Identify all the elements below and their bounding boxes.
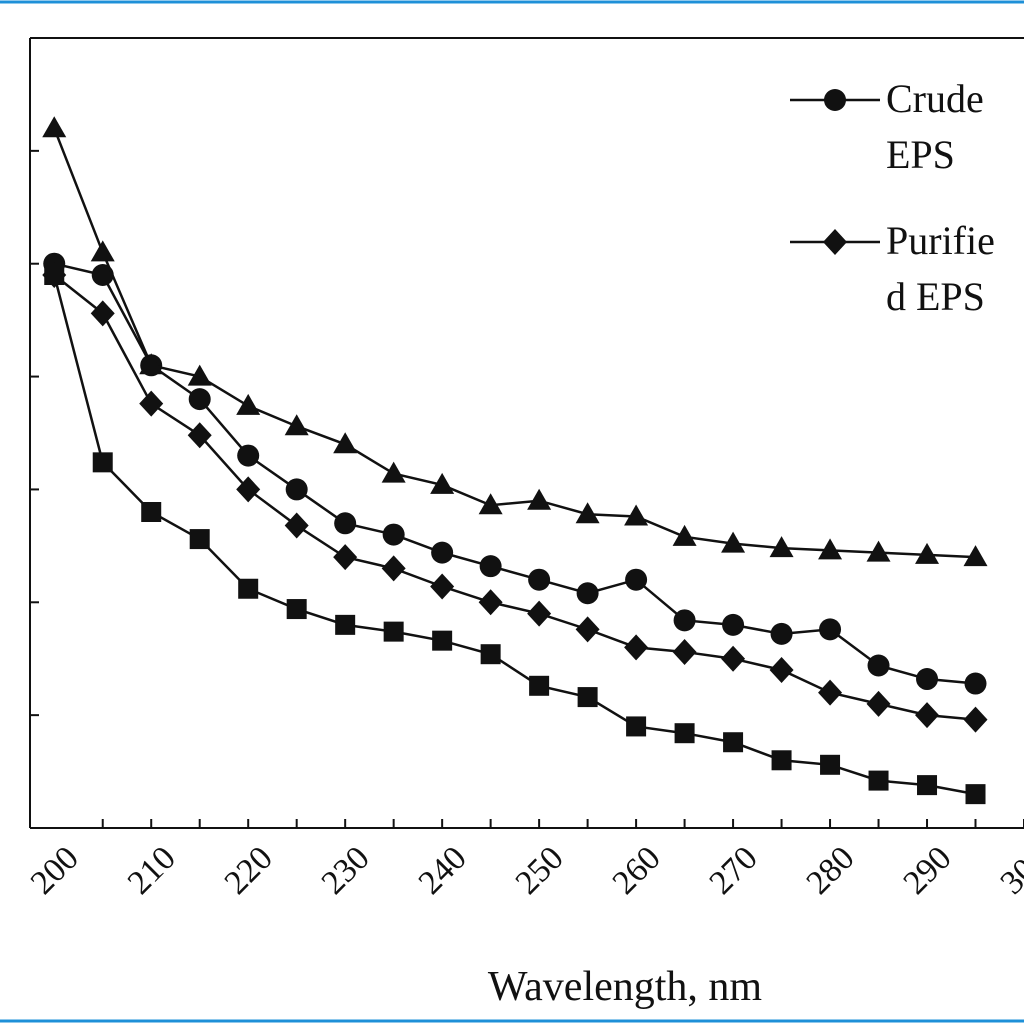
data-point-circle xyxy=(867,654,890,677)
data-point-diamond xyxy=(333,544,358,571)
series-diamond xyxy=(42,262,988,733)
data-point-square xyxy=(286,599,307,620)
data-point-triangle xyxy=(42,116,67,138)
legend-marker-circle xyxy=(824,89,846,111)
data-point-triangle xyxy=(139,353,164,375)
data-point-diamond xyxy=(187,422,212,449)
data-point-square xyxy=(674,723,695,744)
data-point-square xyxy=(92,452,113,473)
data-point-triangle xyxy=(818,538,843,560)
data-point-square xyxy=(723,732,744,753)
data-point-circle xyxy=(722,613,745,636)
data-point-square xyxy=(335,614,356,635)
data-point-square xyxy=(577,687,598,708)
legend-label: Crude xyxy=(886,76,984,121)
legend-label: d EPS xyxy=(886,274,985,319)
data-point-circle xyxy=(819,618,842,641)
data-point-triangle xyxy=(915,542,940,564)
data-point-triangle xyxy=(527,488,552,510)
x-axis-title: Wavelength, nm xyxy=(488,964,763,1010)
data-point-diamond xyxy=(672,638,697,665)
data-point-triangle xyxy=(769,536,794,558)
data-point-diamond xyxy=(381,555,406,582)
legend-item: Purifie d EPS xyxy=(790,218,995,319)
data-point-triangle xyxy=(381,461,406,483)
data-point-diamond xyxy=(624,634,649,661)
series-circle xyxy=(43,252,987,695)
data-point-circle xyxy=(188,388,211,411)
data-point-circle xyxy=(673,609,696,632)
data-point-square xyxy=(141,502,162,522)
data-point-diamond xyxy=(478,589,503,616)
data-point-diamond xyxy=(769,657,794,683)
data-point-diamond xyxy=(818,679,843,706)
data-point-circle xyxy=(479,555,502,578)
data-point-triangle xyxy=(575,502,600,524)
data-point-circle xyxy=(916,668,939,691)
data-point-diamond xyxy=(236,476,261,503)
data-point-circle xyxy=(964,672,987,695)
data-point-triangle xyxy=(333,432,358,454)
legend-label: EPS xyxy=(886,132,955,177)
data-point-diamond xyxy=(90,300,115,327)
data-point-circle xyxy=(528,568,551,591)
data-point-square xyxy=(480,644,501,665)
legend-item: Crude EPS xyxy=(790,76,984,177)
data-point-square xyxy=(238,578,259,599)
data-point-triangle xyxy=(478,493,503,515)
data-point-circle xyxy=(770,622,793,645)
data-point-square xyxy=(917,775,938,796)
data-point-circle xyxy=(431,541,454,564)
data-point-circle xyxy=(576,582,599,605)
data-point-triangle xyxy=(721,531,746,553)
data-point-square xyxy=(432,630,453,651)
data-point-diamond xyxy=(866,690,891,717)
data-point-diamond xyxy=(284,512,309,539)
data-point-square xyxy=(868,770,889,791)
data-point-diamond xyxy=(139,390,164,417)
data-point-diamond xyxy=(915,702,940,729)
data-point-square xyxy=(771,750,792,771)
data-point-square xyxy=(383,621,404,642)
data-point-circle xyxy=(382,523,405,546)
data-point-triangle xyxy=(963,545,988,567)
data-point-square xyxy=(529,675,550,696)
data-point-triangle xyxy=(284,414,309,436)
data-point-circle xyxy=(285,478,308,501)
data-point-diamond xyxy=(721,645,746,672)
series-triangle xyxy=(42,116,988,567)
data-point-circle xyxy=(91,264,114,286)
data-point-diamond xyxy=(575,616,600,643)
data-point-circle xyxy=(334,512,357,535)
data-point-circle xyxy=(237,444,260,467)
data-point-square xyxy=(820,754,841,775)
data-point-square xyxy=(965,784,986,805)
data-point-triangle xyxy=(90,240,115,262)
data-point-triangle xyxy=(624,504,649,526)
data-point-triangle xyxy=(236,393,261,415)
data-point-square xyxy=(44,265,65,285)
legend-marker-diamond xyxy=(823,229,847,255)
data-point-triangle xyxy=(430,472,455,494)
legend: Crude EPS Purifie d EPS xyxy=(790,76,995,319)
data-point-triangle xyxy=(672,524,697,546)
data-point-circle xyxy=(625,568,648,591)
data-point-square xyxy=(189,529,210,550)
series-layer xyxy=(42,116,988,805)
data-point-diamond xyxy=(963,706,988,733)
data-point-diamond xyxy=(527,600,552,627)
data-point-triangle xyxy=(866,540,891,562)
data-point-diamond xyxy=(430,573,455,600)
legend-label: Purifie xyxy=(886,218,995,263)
data-point-square xyxy=(626,716,647,737)
series-square xyxy=(44,265,986,805)
data-point-triangle xyxy=(187,364,212,386)
